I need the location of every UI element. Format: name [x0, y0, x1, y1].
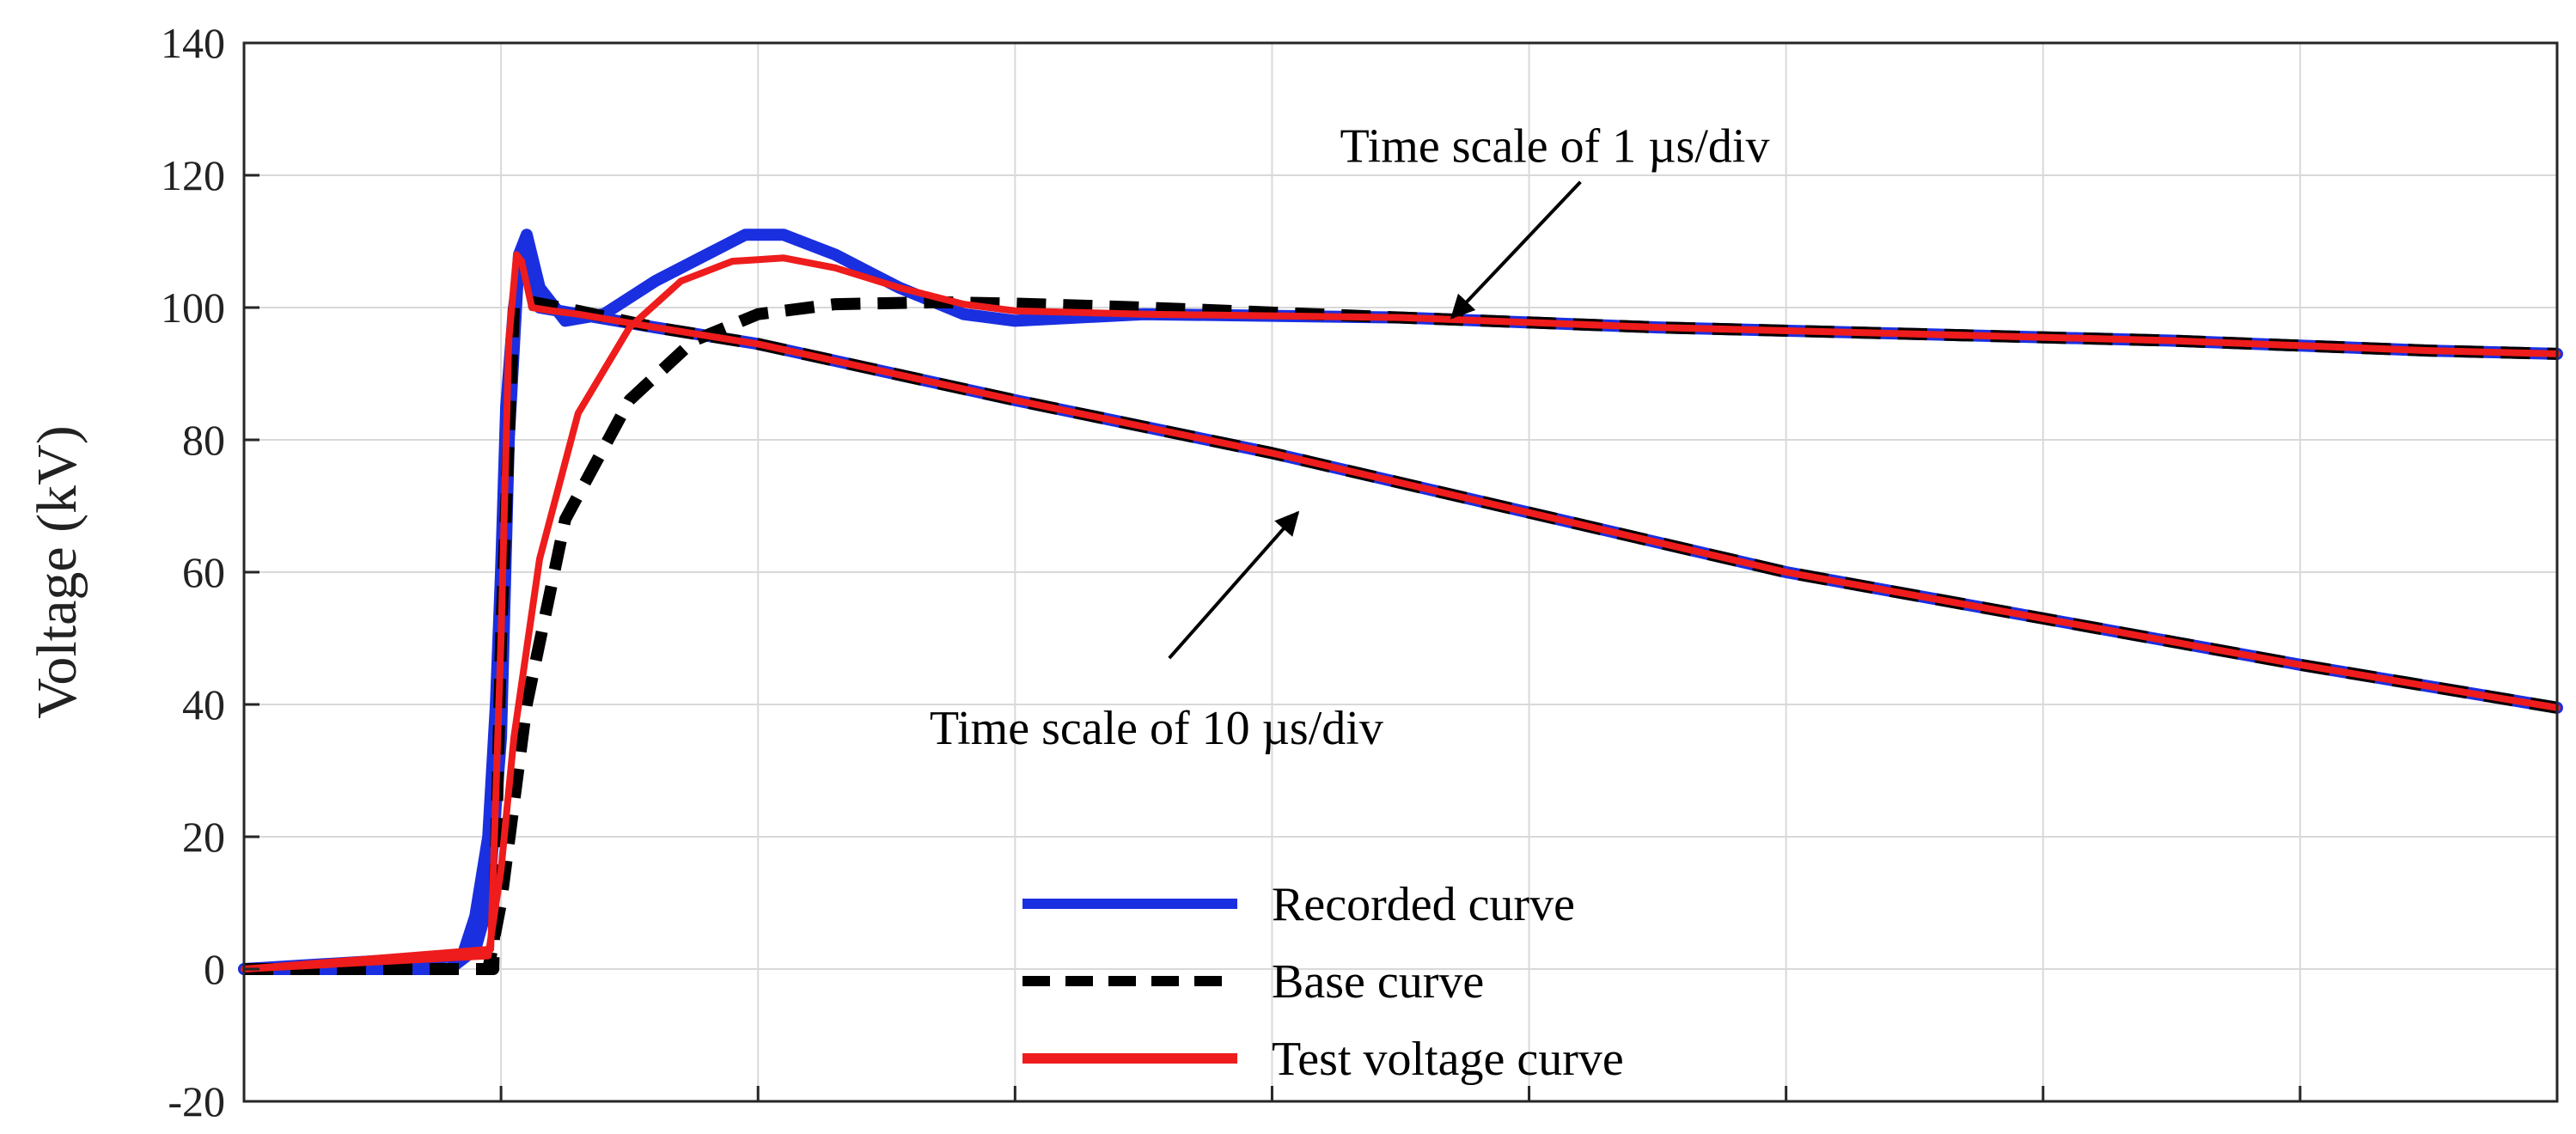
series-line-test [241, 251, 2561, 972]
annotation-text: Time scale of 10 µs/div [930, 702, 1383, 755]
y-tick-label: -20 [168, 1077, 225, 1125]
legend-label-base: Base curve [1272, 955, 1484, 1009]
y-axis-label: Voltage (kV) [26, 425, 89, 719]
axes: -20 0 20 40 60 80 100 120 140 Voltage (kV) [26, 19, 2559, 1125]
y-tick-label: 120 [161, 151, 225, 199]
annotation-arrow [1168, 510, 1300, 660]
series-layer [238, 229, 2563, 975]
legend-label-test: Test voltage curve [1272, 1033, 1624, 1086]
y-tick-label: 100 [161, 284, 225, 332]
series-line-recorded [238, 248, 2563, 975]
grid [244, 43, 2557, 1101]
annotation-text: Time scale of 1 µs/div [1340, 120, 1769, 174]
series-line-test [241, 254, 2561, 972]
y-tick-label: 80 [182, 416, 225, 464]
legend-label-recorded: Recorded curve [1272, 878, 1575, 931]
legend: Recorded curve Base curve Test voltage cur… [1022, 878, 1624, 1086]
y-tick-label: 0 [204, 945, 225, 993]
y-tick-label: 140 [161, 19, 225, 67]
series-line-base [244, 296, 2558, 975]
series-line-base [244, 295, 2559, 975]
y-tick-label: 40 [182, 680, 225, 729]
annotations: Time scale of 1 µs/div Time scale of 10 µ… [930, 120, 1770, 756]
y-tick-label: 20 [182, 813, 225, 861]
annotation-arrow [1450, 180, 1582, 320]
y-tick-label: 60 [182, 548, 225, 596]
